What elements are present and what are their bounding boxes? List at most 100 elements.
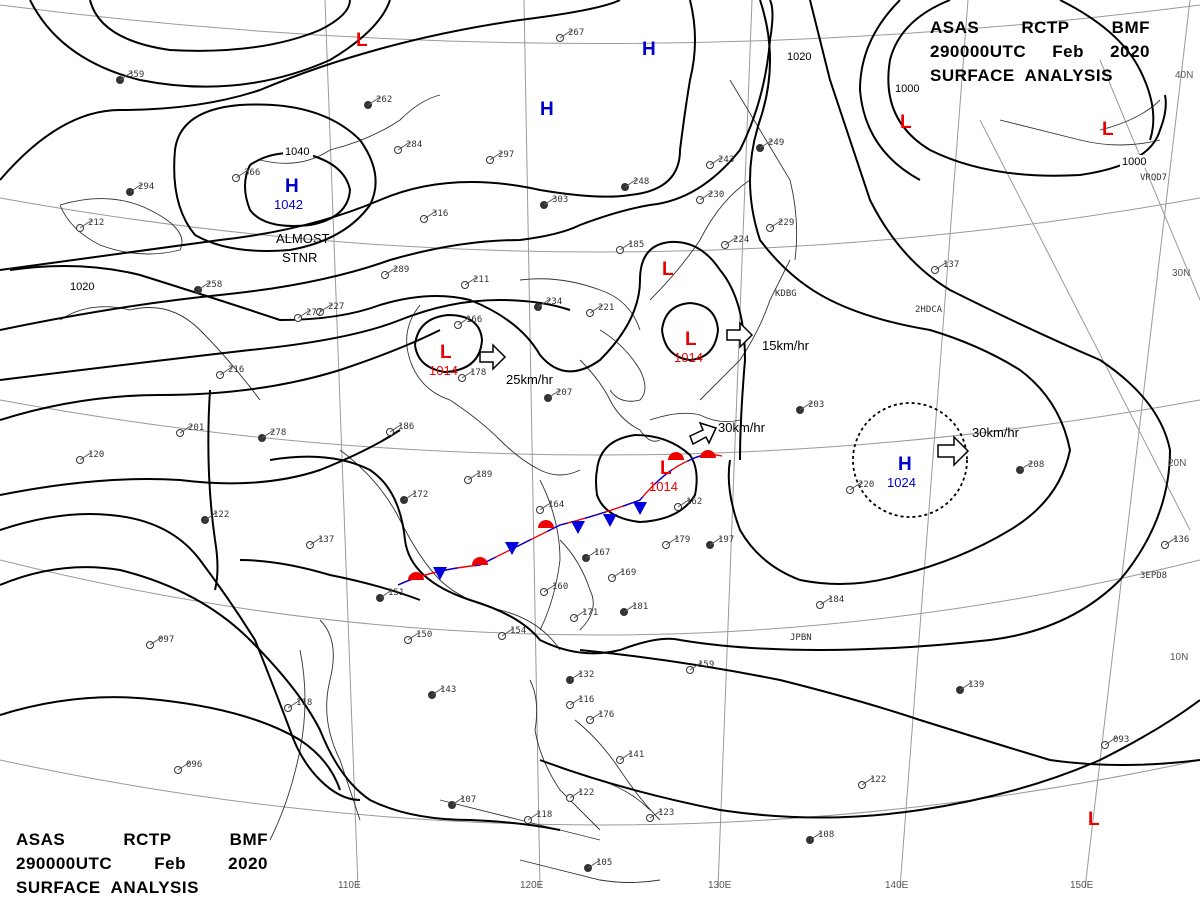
station-plot: 160 (540, 582, 568, 596)
station-plot: 143 (428, 685, 456, 699)
station-pressure: 178 (470, 368, 486, 378)
graticule (0, 0, 1200, 889)
station-pressure: 303 (552, 195, 568, 205)
isobar-label-bg (68, 280, 98, 293)
station-plot: 189 (464, 470, 492, 484)
wind-barb-icon (219, 366, 233, 376)
station-pressure: 107 (460, 795, 476, 805)
station-pressure: 284 (406, 140, 422, 150)
wind-barb-icon (367, 96, 381, 106)
wind-barb-icon (819, 596, 833, 606)
header-top-station: RCTP (1021, 18, 1070, 37)
station-plot: 172 (400, 490, 428, 504)
wind-barb-icon (809, 831, 823, 841)
center-letter: H (285, 176, 299, 197)
station-pressure: 137 (318, 535, 334, 545)
station-pressure: 229 (778, 218, 794, 228)
station-plot: 164 (536, 500, 564, 514)
wind-barb-icon (799, 401, 813, 411)
station-plot: 248 (621, 177, 649, 191)
station-plot: 278 (258, 428, 286, 442)
latitude-label: 10N (1170, 652, 1188, 663)
cold-front-triangle-icon (603, 514, 617, 527)
station-plot: 137 (931, 260, 959, 274)
wind-barb-icon (119, 71, 133, 81)
station-plot: 105 (584, 858, 612, 872)
station-plot: 169 (608, 568, 636, 582)
header-bottom-title: SURFACE ANALYSIS (16, 878, 199, 897)
wind-barb-icon (397, 141, 411, 151)
station-plot: 136 (1161, 535, 1189, 549)
wind-barb-icon (569, 671, 583, 681)
station-pressure: 136 (1173, 535, 1189, 545)
wind-barb-icon (287, 699, 301, 709)
wind-barb-icon (204, 511, 218, 521)
header-top-org: ASAS (930, 18, 980, 37)
station-plot: 208 (1016, 460, 1044, 474)
station-plot: 176 (586, 710, 614, 724)
wind-barb-icon (149, 636, 163, 646)
movement-arrow-icon (689, 421, 718, 446)
station-plot: 123 (646, 808, 674, 822)
header-bottom-station: RCTP (123, 830, 172, 849)
isobar-label-bg (893, 82, 923, 95)
stnr-label: STNR (282, 250, 317, 265)
isobar-label-bg (1120, 155, 1150, 168)
station-plot: 162 (674, 497, 702, 511)
longitude-label: 120E (520, 880, 544, 891)
station-code: VRQD7 (1140, 173, 1167, 183)
station-plot: 197 (706, 535, 734, 549)
wind-barb-icon (677, 498, 691, 508)
station-pressure: 108 (818, 830, 834, 840)
wind-barb-icon (261, 429, 275, 439)
station-pressure: 143 (440, 685, 456, 695)
warm-front-semicircle-icon (700, 450, 716, 458)
station-pressure: 122 (870, 775, 886, 785)
station-pressure: 220 (858, 480, 874, 490)
wind-barb-icon (861, 776, 875, 786)
wind-barb-icon (489, 151, 503, 161)
warm-front-semicircle-icon (538, 520, 554, 528)
station-pressure: 243 (718, 155, 734, 165)
center-letter: H (540, 99, 554, 120)
longitude-label: 110E (338, 880, 361, 891)
wind-barb-icon (611, 569, 625, 579)
station-pressure: 248 (633, 177, 649, 187)
station-plot: 178 (458, 368, 486, 382)
station-plot: 166 (454, 315, 482, 329)
wind-barb-icon (501, 627, 515, 637)
wind-barb-icon (179, 424, 193, 434)
station-pressure: 118 (296, 698, 312, 708)
station-plot: 139 (956, 680, 984, 694)
isobar-label: 1000 (1122, 156, 1146, 168)
warm-front-semicircle-icon (408, 572, 424, 580)
station-plot: 249 (756, 138, 784, 152)
wind-barb-icon (1164, 536, 1178, 546)
station-plot: 243 (706, 155, 734, 169)
station-plot: 359 (116, 70, 144, 84)
station-plot: 220 (846, 480, 874, 494)
station-pressure: 221 (598, 303, 614, 313)
station-pressure: 105 (596, 858, 612, 868)
wind-barb-icon (423, 210, 437, 220)
station-plot: 093 (1101, 735, 1129, 749)
station-plot: 150 (404, 630, 432, 644)
station-plot: 230 (696, 190, 724, 204)
center-letter: H (642, 39, 656, 60)
wind-barb-icon (451, 796, 465, 806)
header-bottom-time: 290000UTC (16, 854, 113, 873)
station-pressure: 154 (510, 626, 526, 636)
station-plot: 262 (364, 95, 392, 109)
almost-label: ALMOST (276, 231, 330, 246)
station-plot: 097 (146, 635, 174, 649)
station-plot: 267 (556, 28, 584, 42)
station-pressure: 189 (476, 470, 492, 480)
station-pressure: 132 (578, 670, 594, 680)
center-letter: L (900, 112, 912, 133)
longitude-label: 130E (708, 880, 732, 891)
center-pressure: 1024 (887, 475, 916, 490)
center-pressure: 1014 (429, 363, 458, 378)
